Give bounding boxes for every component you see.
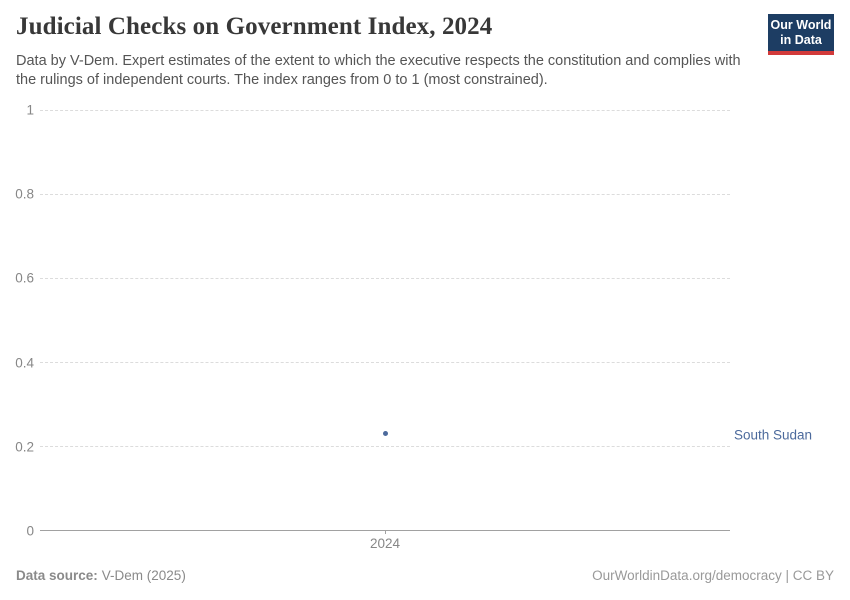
gridline [40,110,730,111]
y-tick-label: 1 [26,102,34,118]
entity-label[interactable]: South Sudan [734,427,813,443]
y-tick-label: 0.2 [15,439,34,455]
gridline [40,446,730,447]
credit-link[interactable]: OurWorldinData.org/democracy | CC BY [592,568,834,583]
y-axis: 1 0.8 0.6 0.4 0.2 0 [0,103,34,539]
data-source-label: Data source: [16,568,98,583]
x-tick-label: 2024 [369,536,401,551]
gridline [40,278,730,279]
owid-logo: Our World in Data [768,14,834,55]
plot-area: 2024 [40,110,730,551]
owid-logo-line2: in Data [780,33,822,47]
gridline [40,194,730,195]
y-tick-label: 0 [26,523,34,539]
data-point-south-sudan[interactable] [382,430,388,436]
data-source: Data source: V-Dem (2025) [16,568,186,583]
chart-title: Judicial Checks on Government Index, 202… [16,13,493,40]
chart-subtitle: Data by V-Dem. Expert estimates of the e… [16,53,741,88]
chart-footer: Data source: V-Dem (2025) OurWorldinData.… [16,568,834,583]
y-tick-label: 0.8 [15,186,34,202]
x-tick-mark [385,530,386,534]
data-source-value: V-Dem (2025) [101,568,186,583]
y-tick-label: 0.6 [15,270,34,286]
gridline [40,362,730,363]
owid-logo-line1: Our World [770,18,832,32]
y-tick-label: 0.4 [15,355,34,371]
